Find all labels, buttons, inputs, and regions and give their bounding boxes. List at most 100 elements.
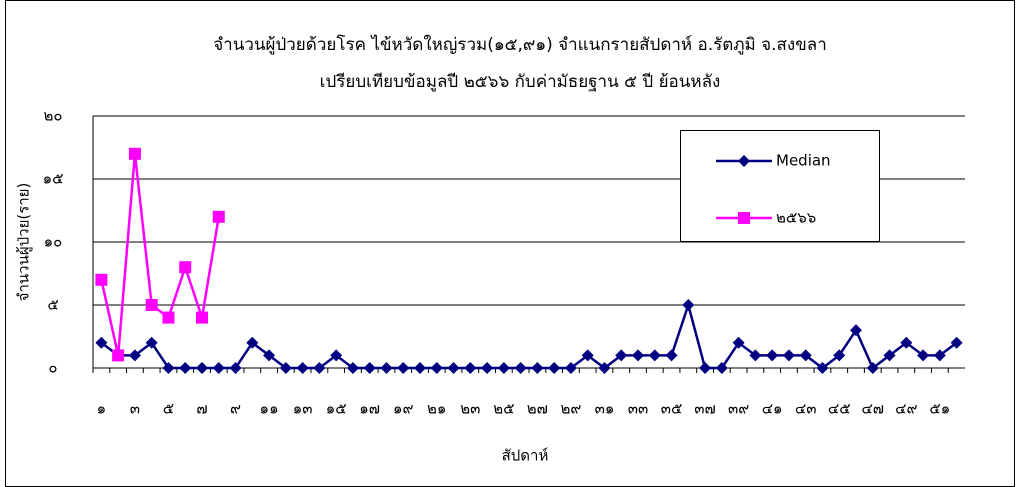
chart-title: จำนวนผู้ป่วยด้วยโรค ไข้หวัดใหญ่รวม(๑๕,๙๑… bbox=[213, 34, 827, 55]
x-tick-label: ๓๑ bbox=[595, 400, 615, 418]
x-tick-label: ๙ bbox=[230, 400, 241, 418]
data-point bbox=[497, 362, 510, 374]
data-point bbox=[581, 349, 594, 362]
data-point bbox=[397, 362, 410, 374]
data-point bbox=[531, 362, 544, 374]
legend-marker bbox=[738, 155, 750, 167]
data-point bbox=[430, 362, 443, 374]
x-tick-label: ๒๓ bbox=[460, 400, 480, 418]
data-point bbox=[564, 362, 577, 374]
data-point bbox=[850, 324, 862, 337]
data-point bbox=[296, 362, 309, 374]
x-tick-label: ๑๑ bbox=[260, 400, 279, 418]
chart-subtitle: เปรียบเทียบข้อมูลปี ๒๕๖๖ กับค่ามัธยฐาน ๕… bbox=[320, 72, 721, 92]
x-tick-label: ๑๗ bbox=[359, 400, 380, 418]
x-tick-label: ๗ bbox=[196, 400, 207, 418]
x-tick-label: ๓๙ bbox=[728, 400, 749, 418]
data-point bbox=[145, 336, 158, 349]
series-line bbox=[100, 300, 958, 370]
data-point bbox=[548, 362, 561, 374]
y-tick-label: ๑๐ bbox=[44, 233, 63, 251]
x-tick-label: ๒๑ bbox=[427, 400, 446, 418]
data-point bbox=[363, 362, 376, 374]
y-tick-label: ๒๐ bbox=[43, 107, 62, 125]
data-point bbox=[380, 362, 393, 374]
data-point bbox=[279, 362, 292, 374]
data-point bbox=[447, 362, 460, 374]
data-point bbox=[179, 261, 192, 274]
data-point bbox=[766, 349, 779, 362]
x-tick-label: ๑๙ bbox=[393, 400, 414, 418]
data-point bbox=[196, 362, 208, 374]
x-tick-label: ๓ bbox=[130, 400, 140, 418]
x-tick-label: ๕๑ bbox=[929, 400, 950, 418]
data-point bbox=[145, 299, 158, 311]
legend-box bbox=[680, 130, 880, 242]
data-point bbox=[665, 349, 678, 362]
data-point bbox=[682, 299, 695, 311]
data-point bbox=[799, 349, 812, 362]
data-point bbox=[883, 349, 896, 362]
data-point bbox=[246, 336, 259, 349]
data-point bbox=[95, 273, 108, 286]
legend-marker bbox=[738, 212, 750, 224]
y-tick-label: ๐ bbox=[48, 359, 57, 377]
data-point bbox=[346, 362, 359, 374]
data-point bbox=[128, 147, 141, 160]
data-point bbox=[212, 210, 225, 223]
x-tick-label: ๔๓ bbox=[795, 400, 817, 418]
data-point bbox=[112, 349, 125, 362]
data-point bbox=[481, 362, 494, 374]
data-point bbox=[648, 349, 661, 362]
x-tick-label: ๕ bbox=[163, 400, 174, 418]
data-point bbox=[816, 362, 829, 374]
y-axis-label: จำนวนผู้ป่วย(ราย) bbox=[15, 183, 33, 302]
x-tick-label: ๓๓ bbox=[628, 400, 649, 418]
data-point bbox=[782, 349, 795, 362]
data-point bbox=[632, 349, 644, 362]
x-tick-label: ๒๗ bbox=[527, 400, 548, 418]
x-tick-label: ๒๕ bbox=[493, 400, 514, 418]
data-point bbox=[212, 362, 225, 374]
x-tick-label: ๑๓ bbox=[293, 400, 313, 418]
data-point bbox=[732, 336, 745, 349]
x-tick-label: ๒๙ bbox=[560, 400, 581, 418]
data-point bbox=[933, 349, 946, 362]
data-point bbox=[162, 311, 175, 324]
data-point bbox=[229, 362, 242, 374]
data-point bbox=[833, 349, 846, 362]
x-tick-label: ๑๕ bbox=[326, 400, 347, 418]
legend-label: ๒๕๖๖ bbox=[776, 209, 816, 227]
data-point bbox=[917, 349, 930, 362]
data-point bbox=[598, 362, 611, 374]
data-point bbox=[162, 362, 175, 374]
data-point bbox=[514, 362, 527, 374]
data-point bbox=[900, 336, 913, 349]
data-point bbox=[950, 336, 963, 349]
x-tick-label: ๔๗ bbox=[861, 400, 884, 418]
legend-label: Median bbox=[776, 152, 831, 170]
x-tick-label: ๔๕ bbox=[828, 400, 851, 418]
data-point bbox=[464, 362, 477, 374]
data-point bbox=[128, 349, 141, 362]
y-tick-label: ๕ bbox=[47, 296, 58, 314]
x-tick-label: ๑ bbox=[97, 400, 107, 418]
data-point bbox=[330, 349, 343, 362]
series-line bbox=[100, 153, 221, 356]
y-tick-label: ๑๕ bbox=[43, 170, 64, 188]
x-axis-label: สัปดาห์ bbox=[502, 447, 549, 465]
x-tick-label: ๔๑ bbox=[762, 400, 783, 418]
data-point bbox=[196, 311, 208, 324]
x-tick-label: ๓๕ bbox=[661, 400, 683, 418]
data-point bbox=[313, 362, 326, 374]
x-tick-label: ๔๙ bbox=[895, 400, 917, 418]
data-point bbox=[715, 362, 728, 374]
data-point bbox=[263, 349, 276, 362]
data-point bbox=[615, 349, 628, 362]
data-point bbox=[414, 362, 426, 374]
data-point bbox=[699, 362, 712, 374]
data-point bbox=[179, 362, 192, 374]
data-point bbox=[95, 336, 108, 349]
data-point bbox=[866, 362, 879, 374]
